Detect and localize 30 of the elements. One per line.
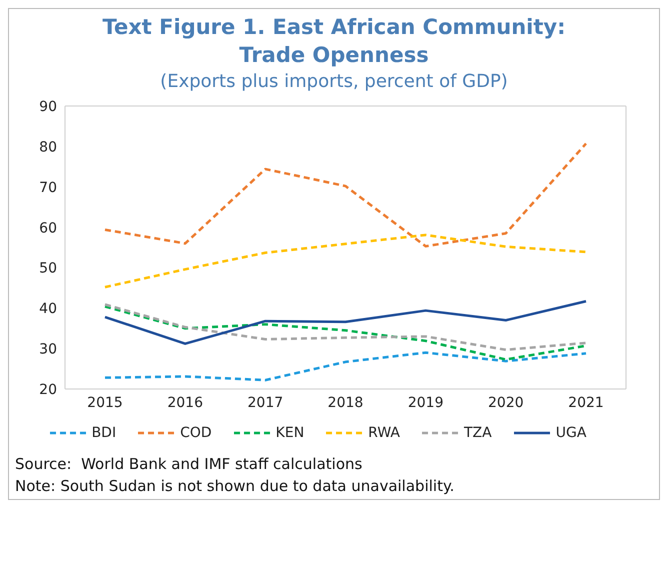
y-tick-label: 50 [39,260,57,277]
x-tick-label: 2016 [167,394,204,411]
line-series [104,303,588,352]
x-tick-label: 2020 [488,394,524,411]
x-tick-label: 2015 [87,394,123,411]
legend-label: COD [179,425,212,441]
y-tick-label: 70 [39,180,57,196]
line-series [104,300,588,345]
x-tick-label: 2021 [568,394,604,411]
source-note: Source: World Bank and IMF staff calculations [15,454,364,475]
y-tick-label: 30 [39,342,57,358]
y-tick-label: 40 [39,301,57,318]
line-series [104,234,588,288]
y-tick-label: 60 [39,220,57,236]
x-tick-label: 2018 [328,394,364,411]
legend-label: UGA [554,425,586,441]
legend-label: TZA [463,425,492,441]
x-tick-label: 2017 [248,394,284,411]
y-tick-label: 80 [39,139,57,156]
chart-title: Text Figure 1. East African Community: Trade Openness [101,14,567,69]
y-tick-label: 90 [39,98,57,115]
line-series [104,351,588,382]
x-tick-label: 2019 [408,394,444,411]
legend-label: BDI [90,425,116,441]
legend-label: RWA [367,425,400,441]
y-tick-label: 20 [39,382,57,398]
chart-subtitle: (Exports plus imports, percent of GDP) [159,70,509,94]
line-series [104,142,588,248]
legend-label: KEN [274,425,304,441]
text: Note: South Sudan is not shown due to data unavailability. [15,476,456,497]
